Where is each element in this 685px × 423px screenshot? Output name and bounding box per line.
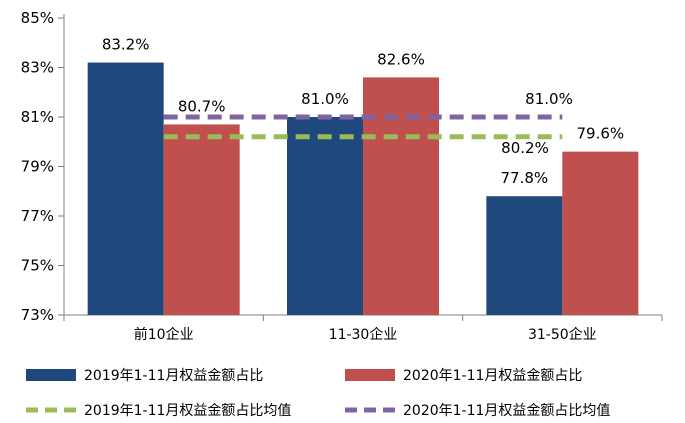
x-category-label: 前10企业	[134, 326, 194, 343]
y-tick-label: 85%	[21, 9, 54, 27]
legend-label: 2020年1-11月权益金额占比	[403, 368, 582, 384]
x-category-label: 31-50企业	[528, 326, 597, 343]
average-lines	[163, 114, 563, 140]
bar-series-1	[287, 117, 363, 315]
bar-data-label: 79.6%	[577, 125, 625, 143]
chart-bars	[87, 62, 639, 316]
y-tick-label: 81%	[21, 108, 54, 126]
y-tick-label: 83%	[21, 59, 54, 77]
data-labels: 83.2% 81.0% 77.8% 80.7% 82.6% 79.6% 80.2% 81.0%	[102, 36, 624, 188]
y-tick-label: 77%	[21, 207, 54, 225]
x-category-label: 11-30企业	[329, 326, 398, 343]
bar-series-1	[486, 196, 563, 315]
legend-swatch-bar	[345, 369, 395, 381]
bar-series-2	[163, 124, 240, 315]
legend-label: 2020年1-11月权益金额占比均值	[403, 403, 610, 419]
bar-data-label: 77.8%	[501, 169, 549, 187]
bar-data-label: 82.6%	[377, 50, 425, 68]
average-line-label: 80.2%	[501, 139, 549, 157]
bar-series-2	[562, 151, 639, 315]
legend-label: 2019年1-11月权益金额占比均值	[84, 403, 291, 419]
y-tick-label: 75%	[21, 257, 54, 275]
legend-label: 2019年1-11月权益金额占比	[84, 368, 263, 384]
bar-data-label: 80.7%	[178, 97, 226, 115]
bar-series-2	[363, 77, 439, 316]
y-tick-label: 73%	[21, 306, 54, 324]
bar-series-1	[87, 62, 164, 315]
average-line-label: 81.0%	[525, 90, 573, 108]
y-tick-label: 79%	[21, 158, 54, 176]
legend-swatch-bar	[26, 369, 76, 381]
bar-data-label: 81.0%	[301, 90, 349, 108]
chart-axes: 73% 75% 77% 79% 81% 83% 85% 前10企业 11-30企业 31-50企业	[21, 9, 663, 343]
bar-data-label: 83.2%	[102, 36, 150, 54]
chart-legend: 2019年1-11月权益金额占比 2020年1-11月权益金额占比 2019年1-1…	[26, 368, 610, 419]
